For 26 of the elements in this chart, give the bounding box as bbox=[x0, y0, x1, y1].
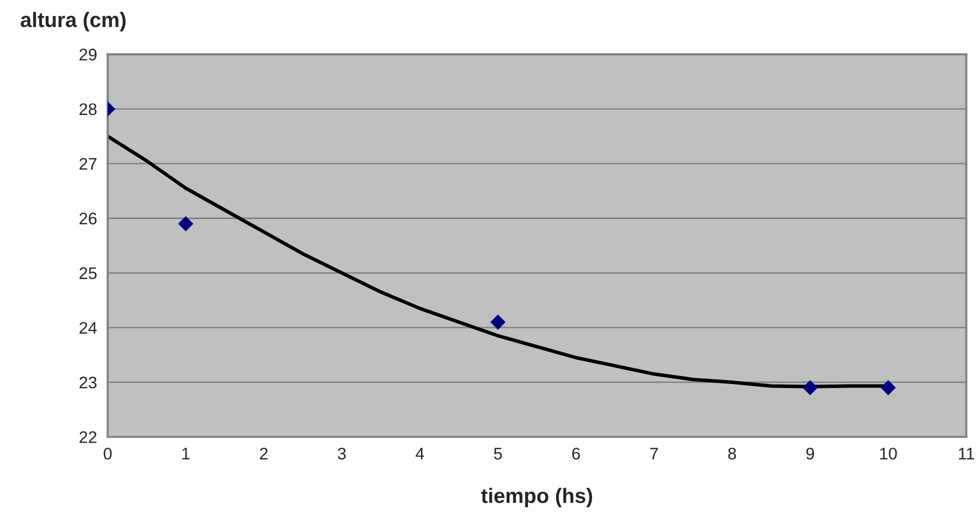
point bbox=[802, 380, 818, 396]
y-tick-label: 22 bbox=[80, 431, 96, 443]
x-tick-label: 4 bbox=[416, 448, 424, 460]
y-tick-label: 25 bbox=[80, 267, 97, 280]
x-tick-label: 2 bbox=[260, 448, 268, 460]
x-tick-label: 9 bbox=[806, 448, 814, 460]
point bbox=[490, 314, 506, 330]
x-tick-label: 7 bbox=[650, 448, 658, 460]
y-tick-label: 28 bbox=[80, 103, 97, 116]
x-tick-label: 3 bbox=[338, 448, 346, 460]
x-tick-label: 1 bbox=[182, 448, 190, 460]
x-axis-title: tiempo (hs) bbox=[481, 488, 592, 508]
x-tick-label: 0 bbox=[104, 448, 112, 460]
y-tick-label: 29 bbox=[80, 48, 96, 60]
x-tick-label: 8 bbox=[728, 448, 736, 460]
y-axis-title: altura (cm) bbox=[20, 12, 126, 32]
point bbox=[178, 216, 194, 232]
y-tick-label: 26 bbox=[80, 212, 97, 224]
x-tick-label: 6 bbox=[572, 448, 580, 460]
x-tick-label: 10 bbox=[880, 448, 897, 460]
x-tick-label: 11 bbox=[958, 448, 974, 460]
y-tick-label: 23 bbox=[80, 376, 97, 388]
x-tick-label: 5 bbox=[494, 448, 502, 460]
y-tick-label: 24 bbox=[80, 322, 97, 334]
point bbox=[880, 380, 896, 396]
y-tick-label: 27 bbox=[80, 158, 96, 170]
